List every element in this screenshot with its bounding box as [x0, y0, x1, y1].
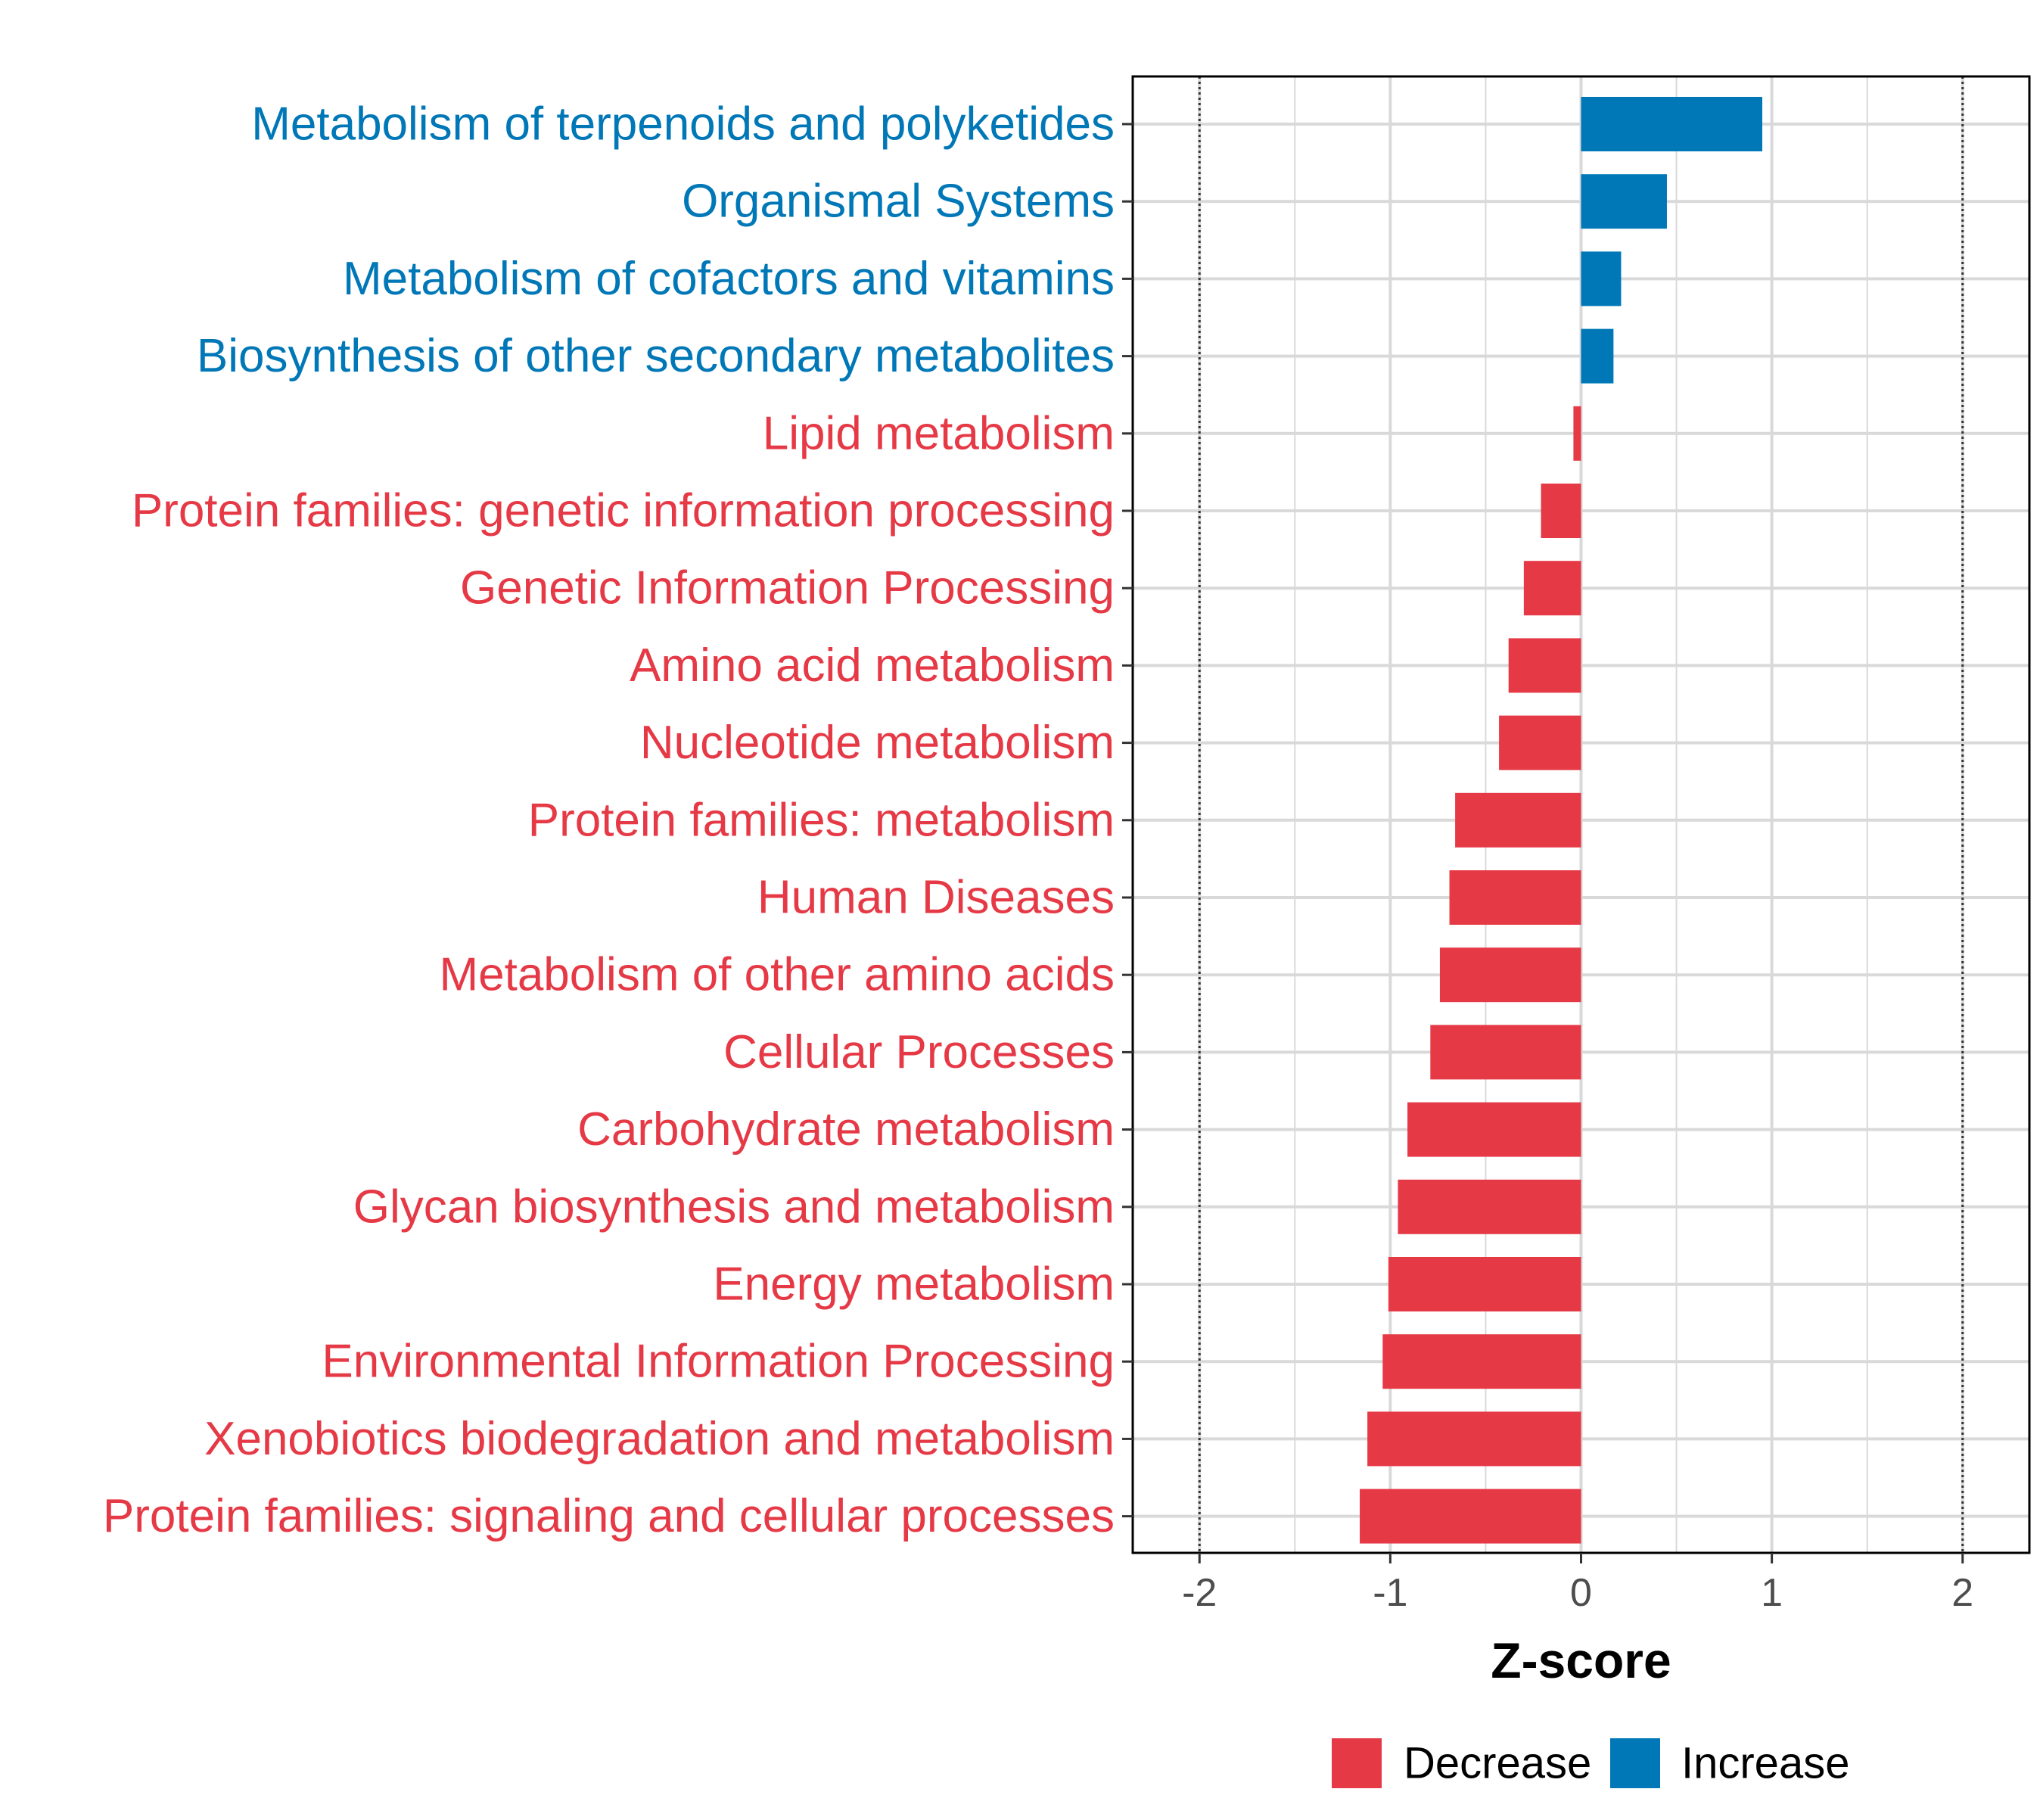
- bar-metabolism-of-other-amino-acids: [1439, 947, 1581, 1003]
- category-label: Xenobiotics biodegradation and metabolis…: [204, 1413, 1115, 1465]
- category-label: Human Diseases: [757, 872, 1115, 924]
- bars: [1360, 97, 1763, 1544]
- legend-swatch-increase: [1610, 1738, 1660, 1788]
- category-label: Carbohydrate metabolism: [577, 1103, 1115, 1156]
- category-label: Energy metabolism: [713, 1258, 1115, 1311]
- category-label: Nucleotide metabolism: [640, 717, 1115, 769]
- x-ticks: -2 -1 0 1 2: [1182, 1553, 1973, 1615]
- bar-protein-families-genetic-information-processing: [1541, 484, 1581, 538]
- y-ticks: [1122, 123, 1133, 1518]
- reference-lines: [1198, 76, 1964, 1553]
- category-label: Metabolism of terpenoids and polyketides: [251, 98, 1115, 151]
- bar-xenobiotics-biodegradation-and-metabolism: [1367, 1411, 1581, 1467]
- category-labels: Metabolism of terpenoids and polyketides…: [103, 98, 1115, 1543]
- legend-swatch-decrease: [1332, 1738, 1382, 1788]
- category-label: Metabolism of cofactors and vitamins: [343, 253, 1115, 305]
- x-tick-label: -2: [1182, 1571, 1217, 1615]
- bar-organismal-systems: [1581, 174, 1667, 229]
- bar-amino-acid-metabolism: [1508, 638, 1581, 693]
- bar-protein-families-metabolism: [1455, 792, 1581, 848]
- bar-metabolism-of-cofactors-and-vitamins: [1581, 251, 1622, 306]
- x-tick-label: 0: [1570, 1571, 1592, 1615]
- bar-genetic-information-processing: [1523, 561, 1581, 616]
- bar-energy-metabolism: [1388, 1257, 1581, 1311]
- category-label: Biosynthesis of other secondary metaboli…: [197, 330, 1115, 382]
- x-tick-label: 2: [1951, 1571, 1973, 1615]
- bar-nucleotide-metabolism: [1499, 715, 1581, 770]
- x-tick-label: -1: [1373, 1571, 1407, 1615]
- bar-lipid-metabolism: [1573, 406, 1581, 461]
- category-label: Protein families: signaling and cellular…: [103, 1490, 1115, 1542]
- category-label: Metabolism of other amino acids: [439, 949, 1115, 1001]
- bar-protein-families-signaling-and-cellular-processes: [1360, 1489, 1581, 1544]
- bar-human-diseases: [1449, 870, 1581, 925]
- bar-metabolism-of-terpenoids-and-polyketides: [1581, 97, 1763, 151]
- category-label: Protein families: genetic information pr…: [132, 485, 1115, 537]
- category-label: Organismal Systems: [682, 176, 1115, 228]
- bar-glycan-biosynthesis-and-metabolism: [1398, 1179, 1581, 1234]
- category-label: Genetic Information Processing: [460, 562, 1115, 614]
- category-label: Environmental Information Processing: [322, 1336, 1115, 1388]
- bar-cellular-processes: [1430, 1025, 1581, 1080]
- category-label: Protein families: metabolism: [528, 794, 1115, 846]
- category-label: Glycan biosynthesis and metabolism: [353, 1181, 1115, 1233]
- legend-label-increase: Increase: [1681, 1739, 1849, 1788]
- bar-environmental-information-processing: [1382, 1334, 1581, 1389]
- x-axis-title: Z-score: [1491, 1632, 1671, 1688]
- category-label: Lipid metabolism: [763, 407, 1115, 459]
- x-tick-label: 1: [1761, 1571, 1783, 1615]
- bar-carbohydrate-metabolism: [1407, 1102, 1581, 1157]
- bar-biosynthesis-of-other-secondary-metabolites: [1581, 328, 1614, 384]
- category-label: Cellular Processes: [723, 1026, 1115, 1078]
- category-label: Amino acid metabolism: [630, 639, 1115, 692]
- legend-label-decrease: Decrease: [1404, 1739, 1591, 1788]
- legend: Decrease Increase: [1332, 1738, 1849, 1788]
